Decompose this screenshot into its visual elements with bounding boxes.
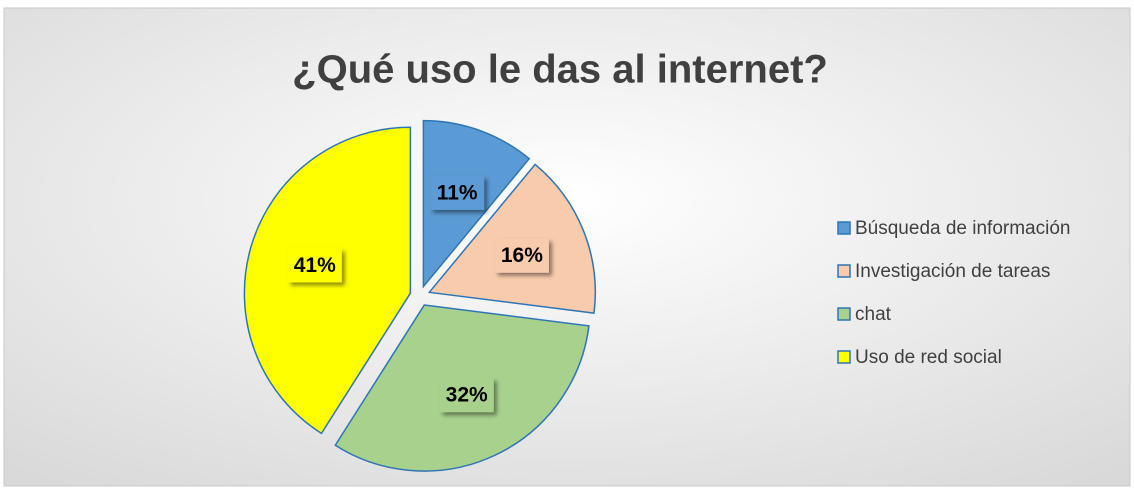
legend-label: Investigación de tareas (855, 261, 1050, 282)
legend-swatch (837, 264, 851, 278)
data-label-box (287, 248, 342, 283)
legend-swatch (837, 307, 851, 321)
data-label: 32% (446, 384, 488, 407)
legend-label: Uso de red social (855, 347, 1002, 368)
data-label: 11% (437, 181, 478, 204)
chart-title: ¿Qué uso le das al internet? (292, 48, 828, 92)
legend-label: chat (855, 304, 892, 325)
data-label: 41% (294, 254, 336, 277)
data-label: 16% (501, 244, 543, 267)
legend-swatch (837, 350, 851, 364)
data-label-box (430, 175, 485, 210)
data-label-box (439, 378, 494, 413)
legend-label: Búsqueda de información (855, 218, 1070, 239)
data-label-box (494, 238, 549, 273)
legend-swatch (837, 221, 851, 235)
